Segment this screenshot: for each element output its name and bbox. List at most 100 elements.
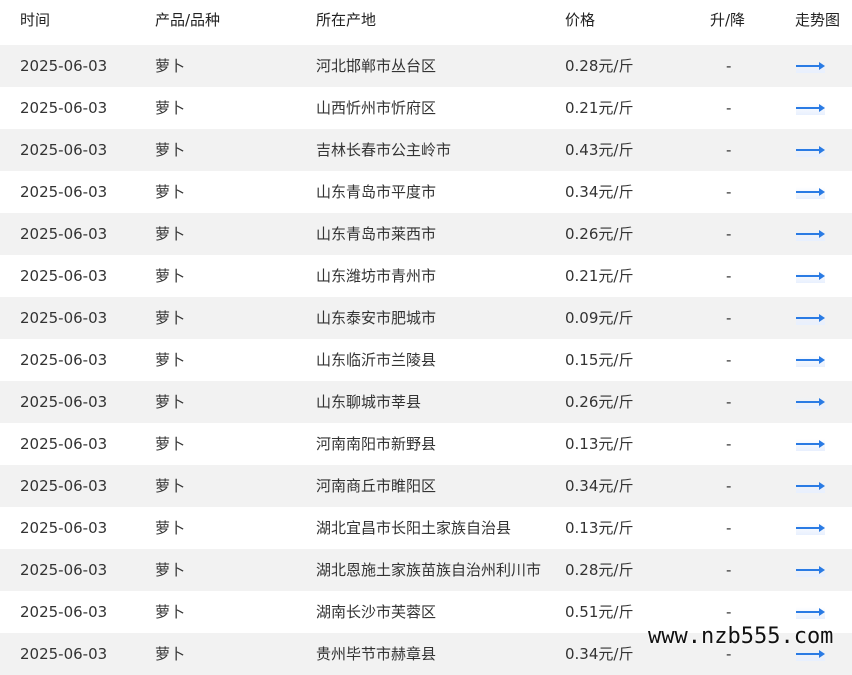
date-cell: 2025-06-03 [20,183,108,201]
change-cell: - [726,99,732,117]
product-cell: 萝卜 [155,267,186,285]
change-cell: - [726,561,732,579]
header-date: 时间 [20,11,51,29]
header-price: 价格 [565,11,596,29]
arrow-right-icon[interactable] [796,355,825,367]
location-cell: 吉林长春市公主岭市 [316,141,452,159]
product-cell: 萝卜 [155,351,186,369]
table-row: 2025-06-03 萝卜 山东临沂市兰陵县 0.15元/斤 - [0,339,852,381]
arrow-right-icon[interactable] [796,61,825,73]
date-cell: 2025-06-03 [20,267,108,285]
arrow-right-icon[interactable] [796,187,825,199]
date-cell: 2025-06-03 [20,309,108,327]
product-cell: 萝卜 [155,141,186,159]
date-cell: 2025-06-03 [20,603,108,621]
product-cell: 萝卜 [155,519,186,537]
product-cell: 萝卜 [155,645,186,663]
price-cell: 0.09元/斤 [565,309,634,327]
date-cell: 2025-06-03 [20,561,108,579]
change-cell: - [726,645,732,663]
price-cell: 0.21元/斤 [565,99,634,117]
location-cell: 湖北宜昌市长阳土家族自治县 [316,519,512,537]
date-cell: 2025-06-03 [20,57,108,75]
table-row: 2025-06-03 萝卜 山东聊城市莘县 0.26元/斤 - [0,381,852,423]
arrow-right-icon[interactable] [796,229,825,241]
arrow-right-icon[interactable] [796,607,825,619]
date-cell: 2025-06-03 [20,477,108,495]
table-row: 2025-06-03 萝卜 河南商丘市睢阳区 0.34元/斤 - [0,465,852,507]
product-cell: 萝卜 [155,561,186,579]
product-cell: 萝卜 [155,99,186,117]
change-cell: - [726,309,732,327]
price-cell: 0.13元/斤 [565,435,634,453]
location-cell: 山东临沂市兰陵县 [316,351,437,369]
table-row: 2025-06-03 萝卜 山东青岛市平度市 0.34元/斤 - [0,171,852,213]
date-cell: 2025-06-03 [20,435,108,453]
price-cell: 0.15元/斤 [565,351,634,369]
location-cell: 河南南阳市新野县 [316,435,437,453]
price-cell: 0.21元/斤 [565,267,634,285]
date-cell: 2025-06-03 [20,141,108,159]
product-cell: 萝卜 [155,477,186,495]
arrow-right-icon[interactable] [796,145,825,157]
date-cell: 2025-06-03 [20,99,108,117]
change-cell: - [726,351,732,369]
table-row: 2025-06-03 萝卜 河北邯郸市丛台区 0.28元/斤 - [0,45,852,87]
change-cell: - [726,435,732,453]
product-cell: 萝卜 [155,603,186,621]
location-cell: 河北邯郸市丛台区 [316,57,437,75]
table-row: 2025-06-03 萝卜 山东潍坊市青州市 0.21元/斤 - [0,255,852,297]
table-row: 2025-06-03 萝卜 湖南长沙市芙蓉区 0.51元/斤 - [0,591,852,633]
location-cell: 山东青岛市莱西市 [316,225,437,243]
price-cell: 0.43元/斤 [565,141,634,159]
arrow-right-icon[interactable] [796,271,825,283]
price-cell: 0.28元/斤 [565,57,634,75]
change-cell: - [726,183,732,201]
price-cell: 0.51元/斤 [565,603,634,621]
arrow-right-icon[interactable] [796,313,825,325]
table-row: 2025-06-03 萝卜 山东泰安市肥城市 0.09元/斤 - [0,297,852,339]
table-row: 2025-06-03 萝卜 山东青岛市莱西市 0.26元/斤 - [0,213,852,255]
arrow-right-icon[interactable] [796,523,825,535]
table-row: 2025-06-03 萝卜 吉林长春市公主岭市 0.43元/斤 - [0,129,852,171]
header-trend: 走势图 [795,11,841,29]
price-cell: 0.28元/斤 [565,561,634,579]
price-cell: 0.26元/斤 [565,393,634,411]
table-row: 2025-06-03 萝卜 贵州毕节市赫章县 0.34元/斤 - [0,633,852,675]
price-cell: 0.34元/斤 [565,645,634,663]
product-cell: 萝卜 [155,309,186,327]
date-cell: 2025-06-03 [20,519,108,537]
product-cell: 萝卜 [155,57,186,75]
location-cell: 湖南长沙市芙蓉区 [316,603,437,621]
arrow-right-icon[interactable] [796,565,825,577]
product-cell: 萝卜 [155,183,186,201]
change-cell: - [726,477,732,495]
price-cell: 0.34元/斤 [565,477,634,495]
product-cell: 萝卜 [155,435,186,453]
location-cell: 贵州毕节市赫章县 [316,645,437,663]
table-row: 2025-06-03 萝卜 山西忻州市忻府区 0.21元/斤 - [0,87,852,129]
header-product: 产品/品种 [155,11,221,29]
price-cell: 0.13元/斤 [565,519,634,537]
price-cell: 0.26元/斤 [565,225,634,243]
date-cell: 2025-06-03 [20,645,108,663]
location-cell: 河南商丘市睢阳区 [316,477,437,495]
header-location: 所在产地 [316,11,377,29]
arrow-right-icon[interactable] [796,439,825,451]
product-cell: 萝卜 [155,393,186,411]
table-row: 2025-06-03 萝卜 湖北恩施土家族苗族自治州利川市 0.28元/斤 - [0,549,852,591]
arrow-right-icon[interactable] [796,481,825,493]
watermark: www.nzb555.com [648,624,834,649]
location-cell: 山东聊城市莘县 [316,393,422,411]
change-cell: - [726,141,732,159]
date-cell: 2025-06-03 [20,351,108,369]
table-row: 2025-06-03 萝卜 河南南阳市新野县 0.13元/斤 - [0,423,852,465]
change-cell: - [726,267,732,285]
change-cell: - [726,519,732,537]
change-cell: - [726,603,732,621]
arrow-right-icon[interactable] [796,397,825,409]
table-header: 时间 产品/品种 所在产地 价格 升/降 走势图 [0,0,852,44]
change-cell: - [726,57,732,75]
arrow-right-icon[interactable] [796,649,825,661]
arrow-right-icon[interactable] [796,103,825,115]
